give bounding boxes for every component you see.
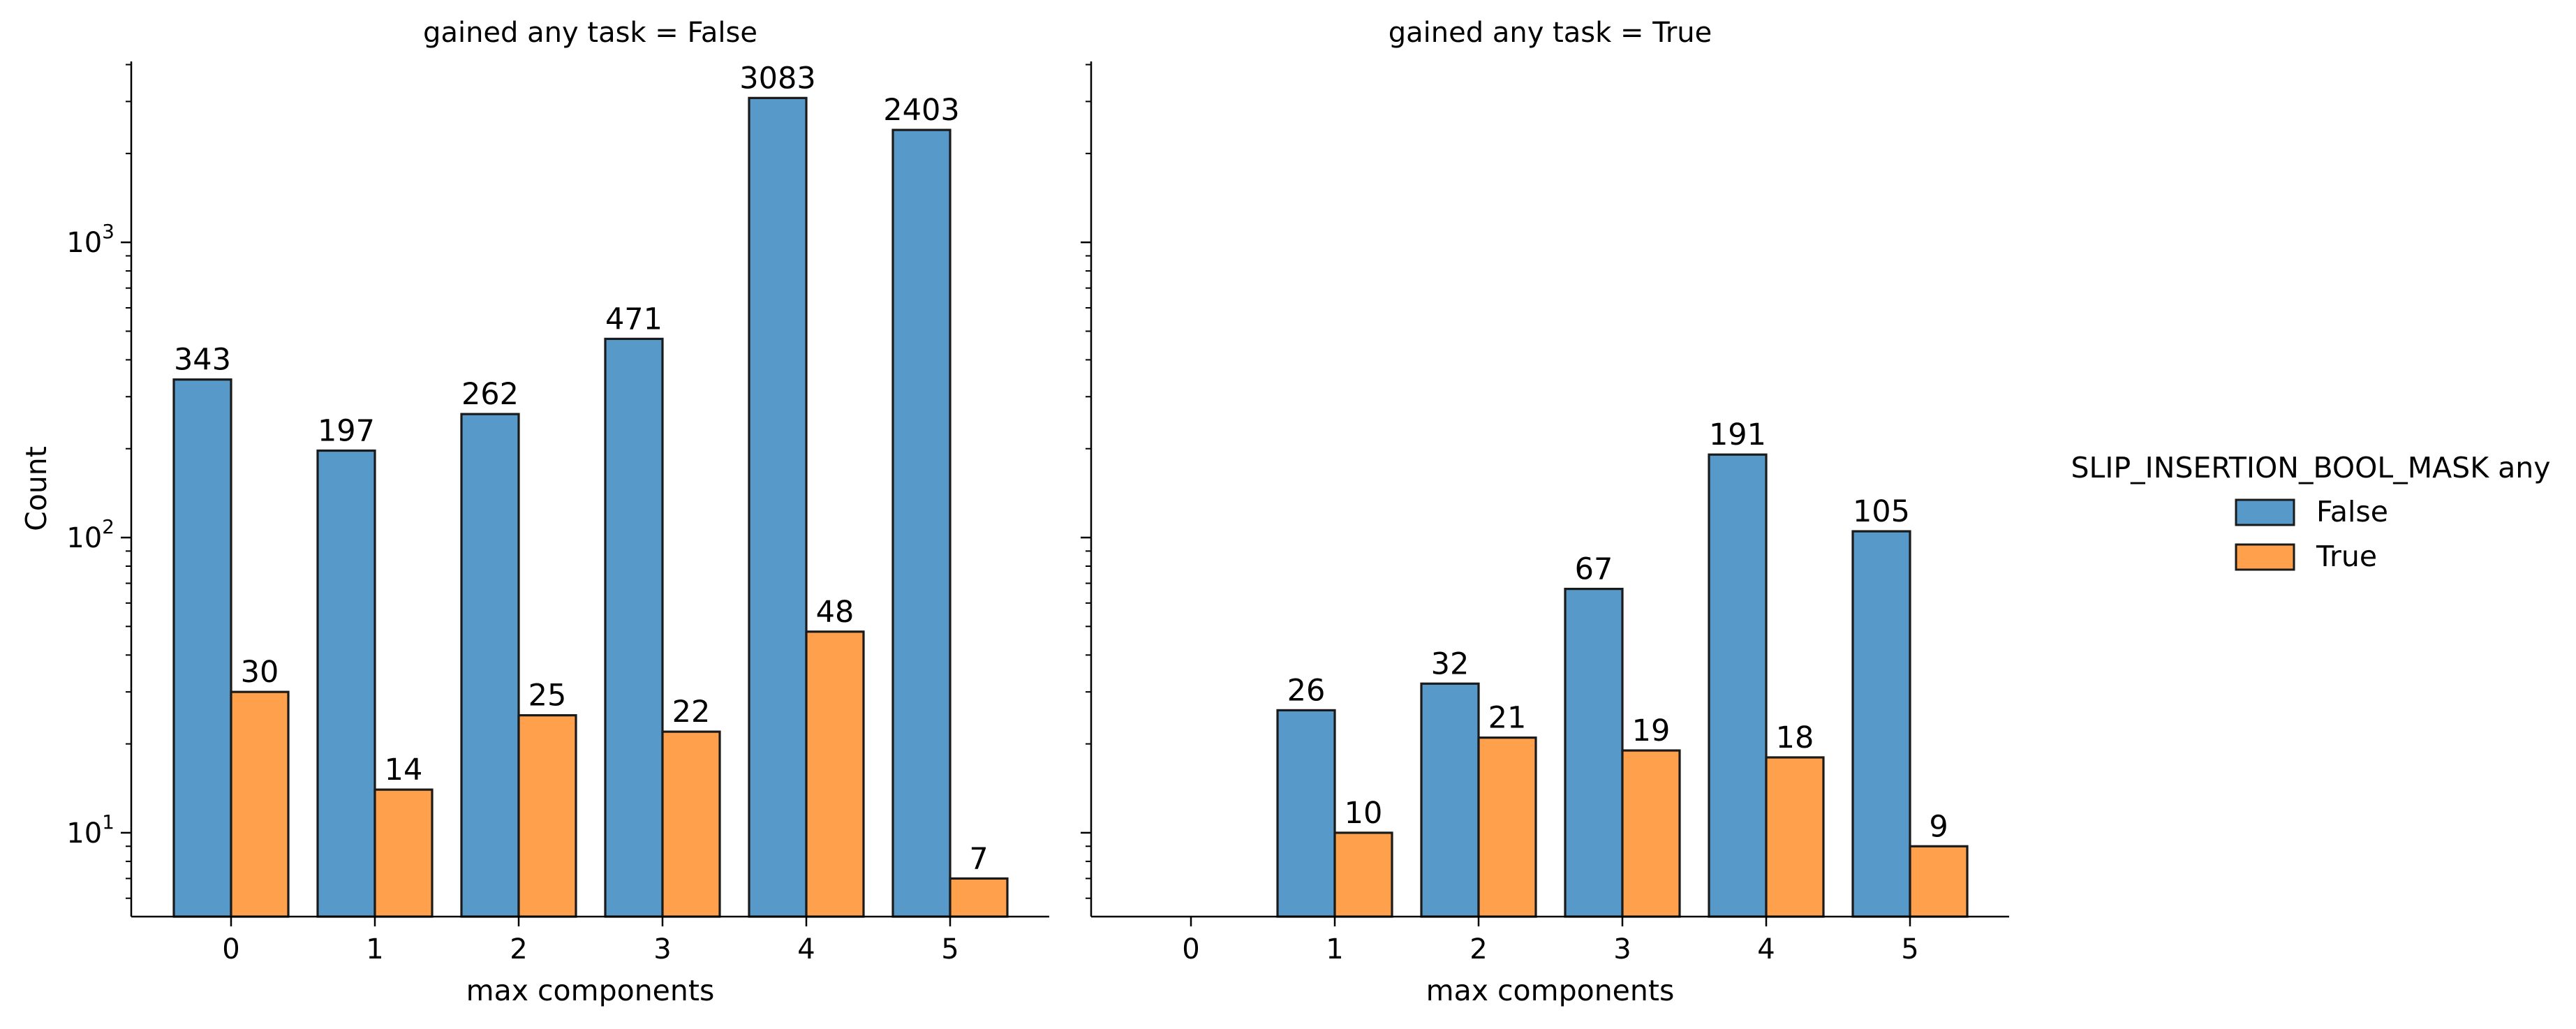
data-label: 262 <box>461 377 519 412</box>
data-label: 14 <box>385 753 423 787</box>
bar-false-3 <box>604 337 664 918</box>
x-tick-label: 4 <box>1757 933 1775 965</box>
bar-false-4 <box>1708 453 1768 918</box>
data-label: 2403 <box>883 93 959 128</box>
data-label: 197 <box>318 413 375 448</box>
data-label: 32 <box>1431 646 1470 681</box>
data-label: 48 <box>816 595 854 630</box>
data-label: 3083 <box>739 61 815 96</box>
legend-label-true: True <box>2316 540 2377 573</box>
data-label: 7 <box>969 841 988 876</box>
data-label: 343 <box>174 343 231 378</box>
bar-false-5 <box>1851 530 1911 918</box>
bar-true-2 <box>517 714 577 918</box>
bar-true-3 <box>1621 749 1681 918</box>
x-tick-label: 1 <box>366 933 383 965</box>
x-tick-label: 5 <box>941 933 958 965</box>
x-tick-label: 0 <box>1182 933 1199 965</box>
data-label: 25 <box>528 679 567 713</box>
bar-false-2 <box>460 413 520 918</box>
x-tick-label: 5 <box>1901 933 1918 965</box>
bar-true-0 <box>230 690 290 918</box>
bar-false-1 <box>316 449 376 918</box>
bar-false-2 <box>1420 682 1480 918</box>
y-tick-base: 10 <box>66 522 102 554</box>
bar-true-4 <box>805 630 865 918</box>
bar-true-5 <box>1909 845 1969 918</box>
data-label: 30 <box>241 655 279 690</box>
x-axis-label: max components <box>466 974 715 1007</box>
panel-2: 26 32 67 191 105 10 21 19 18 9 0 1 2 3 4 5 gained any ta… <box>1081 17 2009 1007</box>
legend-title: SLIP_INSERTION_BOOL_MASK any <box>2071 451 2551 484</box>
y-tick-label: 102 <box>66 515 114 554</box>
legend-swatch-false <box>2235 498 2295 526</box>
bar-true-4 <box>1765 756 1825 918</box>
bar-false-5 <box>891 128 952 918</box>
x-tick-label: 2 <box>1470 933 1487 965</box>
data-label: 19 <box>1632 713 1671 748</box>
data-label: 10 <box>1345 796 1383 831</box>
x-tick-label: 1 <box>1326 933 1343 965</box>
bar-true-1 <box>1333 831 1393 918</box>
y-tick-base: 10 <box>66 817 102 850</box>
legend-swatch-true <box>2235 543 2295 571</box>
x-tick-label: 4 <box>797 933 815 965</box>
bar-true-5 <box>949 877 1009 918</box>
y-tick-label: 103 <box>66 220 114 259</box>
data-label: 105 <box>1853 494 1910 529</box>
x-tick-label: 3 <box>1613 933 1631 965</box>
data-label: 21 <box>1488 701 1527 736</box>
y-tick-exponent: 3 <box>102 220 114 243</box>
y-tick-exponent: 1 <box>102 810 114 834</box>
bar-false-1 <box>1276 709 1336 918</box>
data-label: 67 <box>1575 552 1613 587</box>
legend-label-false: False <box>2316 495 2388 528</box>
x-tick-label: 2 <box>510 933 527 965</box>
bar-false-3 <box>1564 587 1624 918</box>
bar-false-0 <box>172 378 232 918</box>
y-axis-label: Count <box>20 446 53 531</box>
data-label: 26 <box>1287 673 1326 708</box>
data-label: 191 <box>1709 417 1766 452</box>
data-label: 18 <box>1776 720 1814 755</box>
x-tick-label: 3 <box>653 933 671 965</box>
panel-title: gained any task = False <box>423 17 757 49</box>
data-label: 9 <box>1929 809 1948 844</box>
bar-true-2 <box>1477 736 1537 918</box>
y-tick-base: 10 <box>66 227 102 259</box>
y-tick-label: 101 <box>66 810 114 850</box>
bar-true-3 <box>661 730 721 918</box>
panel-title: gained any task = True <box>1389 17 1712 49</box>
bar-false-4 <box>748 96 808 918</box>
bar-true-1 <box>373 788 434 918</box>
x-axis-label: max components <box>1426 974 1675 1007</box>
y-tick-exponent: 2 <box>102 515 114 538</box>
data-label: 22 <box>672 695 711 730</box>
legend: SLIP_INSERTION_BOOL_MASK any False True <box>2071 451 2551 573</box>
data-label: 471 <box>605 302 662 336</box>
x-tick-label: 0 <box>222 933 239 965</box>
